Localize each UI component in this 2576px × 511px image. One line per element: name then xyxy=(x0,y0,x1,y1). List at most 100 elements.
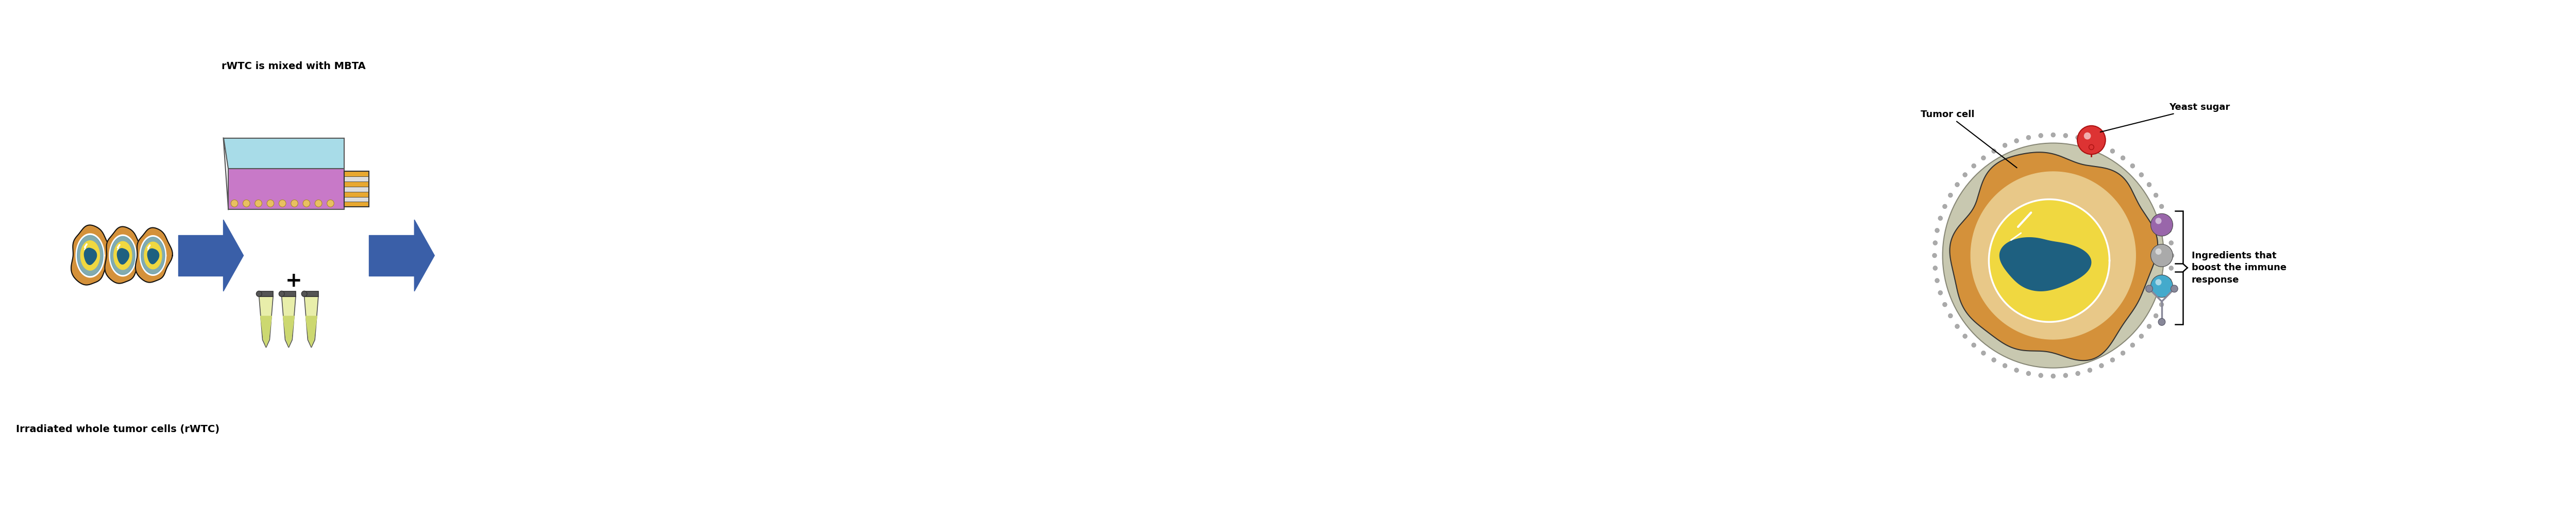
Text: Tumor cell: Tumor cell xyxy=(1922,110,2017,168)
Circle shape xyxy=(1937,290,1942,295)
Circle shape xyxy=(2166,278,2172,283)
Polygon shape xyxy=(1971,172,2136,339)
Text: Yeast sugar: Yeast sugar xyxy=(2099,103,2231,132)
Circle shape xyxy=(1935,278,1940,283)
Polygon shape xyxy=(415,220,435,291)
Circle shape xyxy=(2146,324,2151,329)
Circle shape xyxy=(2076,135,2079,140)
Circle shape xyxy=(1942,204,1947,209)
Polygon shape xyxy=(106,226,142,284)
Circle shape xyxy=(2159,302,2164,307)
Circle shape xyxy=(2038,373,2043,378)
Polygon shape xyxy=(111,235,137,276)
Circle shape xyxy=(2038,133,2043,138)
Circle shape xyxy=(2169,266,2174,270)
Circle shape xyxy=(1991,149,1996,153)
Circle shape xyxy=(2151,275,2172,297)
Polygon shape xyxy=(1950,152,2159,361)
Text: Irradiated whole tumor cells (rWTC): Irradiated whole tumor cells (rWTC) xyxy=(15,424,219,434)
Circle shape xyxy=(327,200,335,207)
Circle shape xyxy=(2159,204,2164,209)
Polygon shape xyxy=(113,242,131,269)
Circle shape xyxy=(2120,351,2125,355)
Circle shape xyxy=(2050,374,2056,378)
Polygon shape xyxy=(77,236,103,275)
Circle shape xyxy=(301,291,307,296)
Circle shape xyxy=(232,200,237,207)
Polygon shape xyxy=(116,248,129,264)
Circle shape xyxy=(1963,334,1968,338)
Bar xyxy=(345,181,368,187)
Polygon shape xyxy=(260,316,273,347)
Circle shape xyxy=(2002,363,2007,368)
Circle shape xyxy=(255,291,263,296)
Circle shape xyxy=(1935,228,1940,233)
Circle shape xyxy=(2146,285,2154,292)
Polygon shape xyxy=(111,237,134,274)
Polygon shape xyxy=(224,138,345,169)
Circle shape xyxy=(1981,351,1986,355)
Circle shape xyxy=(2130,343,2136,347)
Circle shape xyxy=(278,200,286,207)
Polygon shape xyxy=(144,242,162,269)
Bar xyxy=(345,171,368,176)
Circle shape xyxy=(2159,318,2166,326)
Circle shape xyxy=(2063,373,2069,378)
Circle shape xyxy=(304,200,309,207)
Circle shape xyxy=(2151,214,2172,236)
Circle shape xyxy=(2172,285,2177,292)
Circle shape xyxy=(2014,368,2020,373)
Bar xyxy=(345,192,368,197)
Polygon shape xyxy=(304,296,319,347)
Circle shape xyxy=(2087,138,2092,143)
Circle shape xyxy=(2169,241,2174,245)
Circle shape xyxy=(2027,371,2030,376)
Circle shape xyxy=(255,200,263,207)
Circle shape xyxy=(1942,143,2164,368)
Polygon shape xyxy=(85,248,98,265)
Circle shape xyxy=(2087,368,2092,373)
Circle shape xyxy=(1932,253,1937,258)
Circle shape xyxy=(2164,290,2169,295)
Circle shape xyxy=(2146,182,2151,187)
Circle shape xyxy=(1971,343,1976,347)
Circle shape xyxy=(2084,132,2092,140)
Circle shape xyxy=(1981,156,1986,160)
Polygon shape xyxy=(281,296,296,347)
Polygon shape xyxy=(283,316,294,347)
Circle shape xyxy=(2110,358,2115,362)
Circle shape xyxy=(2120,156,2125,160)
Circle shape xyxy=(2151,244,2172,267)
Circle shape xyxy=(2063,133,2069,138)
Circle shape xyxy=(2014,138,2020,143)
Circle shape xyxy=(2002,143,2007,148)
Circle shape xyxy=(2166,228,2172,233)
Circle shape xyxy=(1971,164,1976,168)
Circle shape xyxy=(2076,371,2079,376)
Polygon shape xyxy=(72,225,111,285)
Circle shape xyxy=(2169,253,2174,258)
Circle shape xyxy=(2110,149,2115,153)
Circle shape xyxy=(2099,143,2105,148)
Polygon shape xyxy=(307,316,317,347)
Circle shape xyxy=(2050,132,2056,137)
Circle shape xyxy=(268,200,273,207)
Polygon shape xyxy=(1989,199,2110,322)
Bar xyxy=(260,291,273,296)
Circle shape xyxy=(1932,266,1937,270)
Text: +: + xyxy=(286,271,301,291)
Circle shape xyxy=(278,291,283,296)
Circle shape xyxy=(1947,313,1953,318)
Circle shape xyxy=(1932,241,1937,245)
Polygon shape xyxy=(1999,238,2092,291)
Text: rWTC is mixed with MBTA: rWTC is mixed with MBTA xyxy=(222,61,366,72)
Polygon shape xyxy=(77,234,103,277)
Bar xyxy=(345,197,368,202)
Polygon shape xyxy=(229,169,345,210)
Bar xyxy=(304,291,319,296)
Circle shape xyxy=(2138,334,2143,338)
Circle shape xyxy=(2156,279,2161,285)
Circle shape xyxy=(2164,216,2169,221)
Circle shape xyxy=(1963,173,1968,177)
Polygon shape xyxy=(139,236,165,275)
